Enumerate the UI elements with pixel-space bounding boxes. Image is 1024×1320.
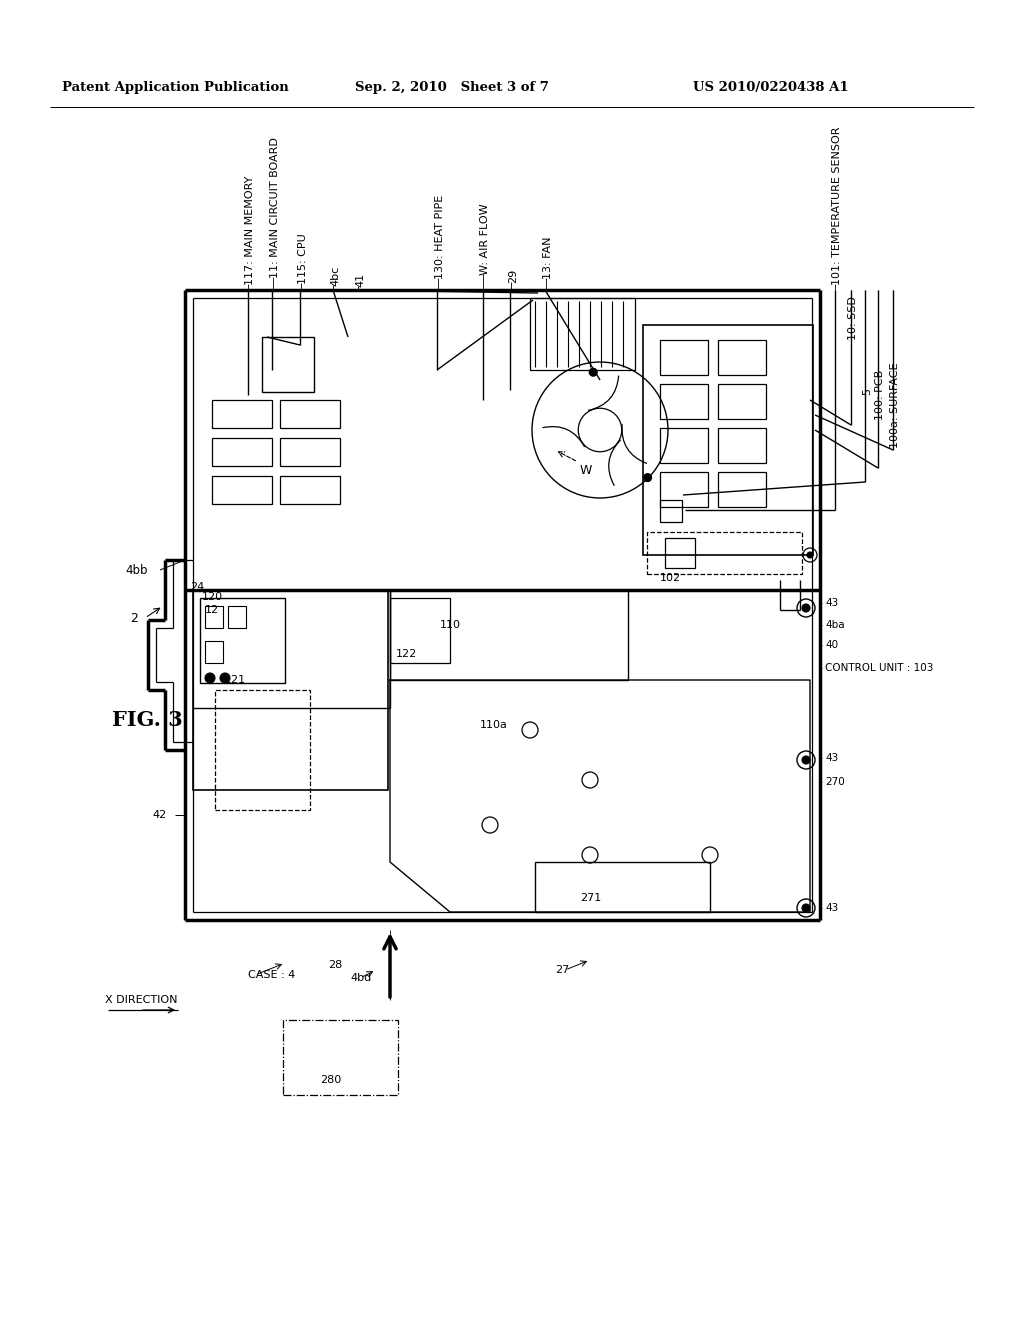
Circle shape xyxy=(589,368,597,376)
Bar xyxy=(215,690,310,810)
Text: 40: 40 xyxy=(825,640,838,649)
Text: 270: 270 xyxy=(825,777,845,787)
Bar xyxy=(647,532,802,574)
Text: 100a: SURFACE: 100a: SURFACE xyxy=(890,363,900,447)
Bar xyxy=(390,598,450,663)
Circle shape xyxy=(220,673,230,682)
Text: W: AIR FLOW: W: AIR FLOW xyxy=(480,203,490,275)
Text: 11: MAIN CIRCUIT BOARD: 11: MAIN CIRCUIT BOARD xyxy=(270,137,280,279)
Text: CASE : 4: CASE : 4 xyxy=(248,970,295,979)
Text: 117: MAIN MEMORY: 117: MAIN MEMORY xyxy=(245,176,255,285)
Bar xyxy=(643,325,813,554)
Bar xyxy=(200,598,285,682)
Text: 4bc: 4bc xyxy=(330,265,340,286)
Text: 2: 2 xyxy=(130,611,138,624)
Bar xyxy=(660,473,708,507)
Bar xyxy=(665,539,695,568)
Bar xyxy=(228,606,246,628)
Text: 122: 122 xyxy=(396,649,417,659)
Bar xyxy=(718,428,766,463)
Text: 280: 280 xyxy=(319,1074,341,1085)
Bar xyxy=(212,477,272,504)
Text: 130: HEAT PIPE: 130: HEAT PIPE xyxy=(435,195,445,279)
Circle shape xyxy=(802,756,810,764)
Bar xyxy=(718,384,766,418)
Text: 12: 12 xyxy=(205,605,219,615)
Text: 10: SSD: 10: SSD xyxy=(848,296,858,341)
Text: 4bd: 4bd xyxy=(350,973,372,983)
Text: 27: 27 xyxy=(555,965,569,975)
Text: Sep. 2, 2010   Sheet 3 of 7: Sep. 2, 2010 Sheet 3 of 7 xyxy=(355,81,549,94)
Bar xyxy=(280,438,340,466)
Text: 43: 43 xyxy=(825,598,839,609)
Bar xyxy=(660,500,682,521)
Text: 271: 271 xyxy=(580,894,601,903)
Text: 24: 24 xyxy=(190,582,204,591)
Bar xyxy=(262,337,314,392)
Text: X DIRECTION: X DIRECTION xyxy=(105,995,177,1005)
Text: 120: 120 xyxy=(202,591,223,602)
Bar xyxy=(283,1020,398,1096)
Bar xyxy=(212,438,272,466)
Text: 43: 43 xyxy=(825,752,839,763)
Circle shape xyxy=(802,904,810,912)
Bar xyxy=(205,642,223,663)
Bar xyxy=(660,384,708,418)
Circle shape xyxy=(802,605,810,612)
Bar xyxy=(718,341,766,375)
Text: 29: 29 xyxy=(508,269,518,282)
Text: 102: 102 xyxy=(660,573,681,583)
Circle shape xyxy=(205,673,215,682)
Text: 5: 5 xyxy=(862,388,872,395)
Text: FIG. 3: FIG. 3 xyxy=(112,710,182,730)
Bar xyxy=(660,428,708,463)
Bar xyxy=(390,590,628,680)
Bar xyxy=(193,590,388,789)
Text: 28: 28 xyxy=(328,960,342,970)
Bar xyxy=(212,400,272,428)
Bar xyxy=(660,341,708,375)
Text: 100: PCB: 100: PCB xyxy=(874,370,885,420)
Bar xyxy=(280,477,340,504)
Text: W: W xyxy=(580,463,592,477)
Bar xyxy=(530,298,635,370)
Text: 115: CPU: 115: CPU xyxy=(298,234,308,284)
Text: 110a: 110a xyxy=(480,719,508,730)
Text: 4bb: 4bb xyxy=(126,564,148,577)
Text: 42: 42 xyxy=(153,810,167,820)
Circle shape xyxy=(644,474,651,482)
Text: 110: 110 xyxy=(440,620,461,630)
Bar xyxy=(280,400,340,428)
Circle shape xyxy=(807,552,813,558)
Text: 13: FAN: 13: FAN xyxy=(543,236,553,279)
Bar xyxy=(535,862,710,912)
Text: 121: 121 xyxy=(225,675,246,685)
Text: CONTROL UNIT : 103: CONTROL UNIT : 103 xyxy=(825,663,933,673)
Text: 4ba: 4ba xyxy=(825,620,845,630)
Text: 43: 43 xyxy=(825,903,839,913)
Text: 101: TEMPERATURE SENSOR: 101: TEMPERATURE SENSOR xyxy=(831,127,842,285)
Bar xyxy=(205,606,223,628)
Text: Patent Application Publication: Patent Application Publication xyxy=(62,81,289,94)
Bar xyxy=(718,473,766,507)
Text: 41: 41 xyxy=(355,273,365,286)
Text: US 2010/0220438 A1: US 2010/0220438 A1 xyxy=(693,81,849,94)
